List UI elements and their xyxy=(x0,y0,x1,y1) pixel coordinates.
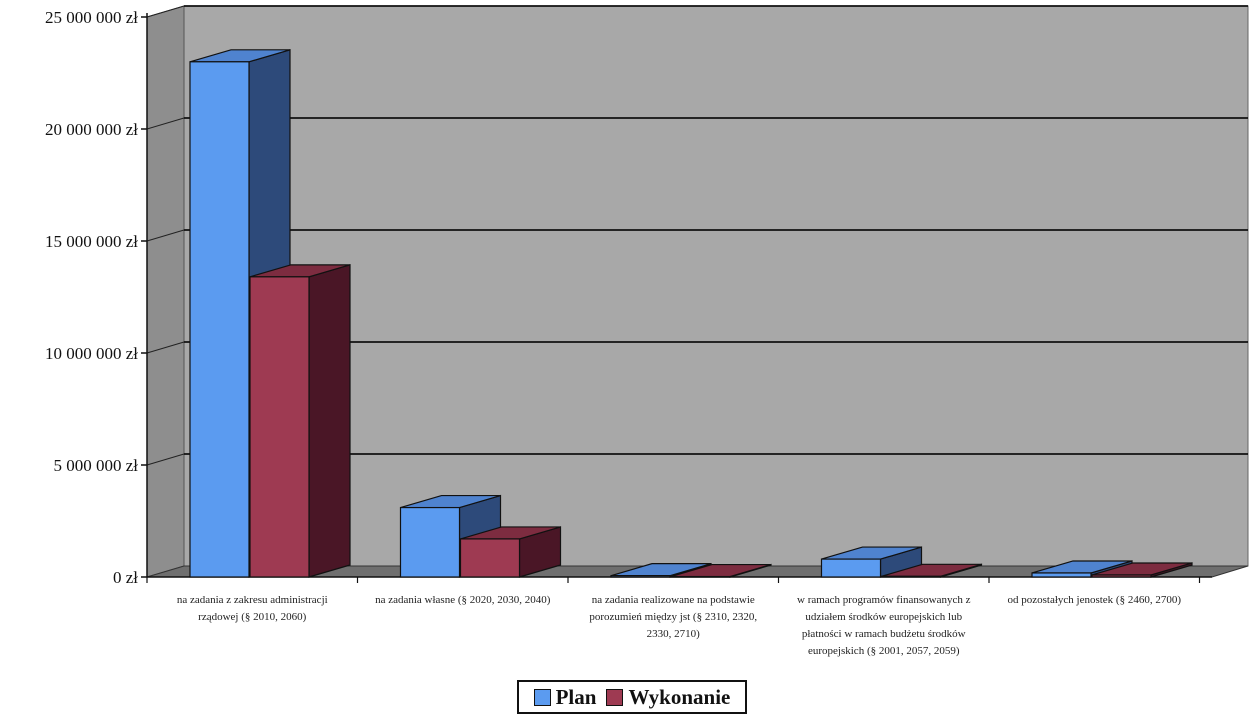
bar-front xyxy=(1031,572,1092,578)
bar-wykonanie-3 xyxy=(670,563,772,578)
gridline-side xyxy=(146,453,185,466)
gridline-side xyxy=(146,229,185,242)
gridline-side xyxy=(146,341,185,354)
legend-label-wykonanie: Wykonanie xyxy=(628,684,731,709)
x-category-label: od pozostałych jenostek (§ 2460, 2700) xyxy=(1007,594,1181,606)
bar-front xyxy=(1091,574,1152,578)
bar-front xyxy=(670,575,731,578)
x-category-label: na zadania własne (§ 2020, 2030, 2040) xyxy=(375,594,551,606)
gridline-side xyxy=(146,117,185,130)
bar-front xyxy=(459,538,521,578)
bar-front xyxy=(249,276,310,578)
bar-front xyxy=(399,506,461,578)
legend-label-plan: Plan xyxy=(555,684,597,709)
bar-plan-4 xyxy=(820,546,923,578)
x-category-label: udziałem środków europejskich lub xyxy=(805,611,962,623)
bar-front xyxy=(610,575,671,578)
y-tick-label: 0 zł xyxy=(113,568,138,587)
y-tick-label: 15 000 000 zł xyxy=(45,232,138,251)
bar-front xyxy=(880,575,942,578)
x-category-label: na zadania realizowane na podstawie xyxy=(592,594,755,606)
x-category-label: porozumień między jst (§ 2310, 2320, xyxy=(589,611,757,623)
legend-swatch-plan xyxy=(533,688,551,706)
bar-plan-2 xyxy=(399,494,502,578)
legend-item-plan: Plan xyxy=(533,684,597,710)
y-tick-label: 10 000 000 zł xyxy=(45,344,138,363)
bar-front xyxy=(820,558,882,578)
bar-chart-3d: 0 zł 5 000 000 zł 10 000 000 zł 15 000 000 … xyxy=(45,5,1249,657)
gridline-side xyxy=(146,5,185,18)
x-category-label: płatności w ramach budżetu środków xyxy=(802,628,966,640)
x-category-label: rządowej (§ 2010, 2060) xyxy=(198,611,306,623)
bar-wykonanie-2 xyxy=(459,526,562,578)
side-wall xyxy=(146,5,185,578)
legend-swatch-wykonanie xyxy=(606,688,624,706)
x-category-label: europejskich (§ 2001, 2057, 2059) xyxy=(808,645,960,657)
x-category-label: w ramach programów finansowanych z xyxy=(797,594,971,606)
x-category-label: na zadania z zakresu administracji xyxy=(177,594,328,606)
bar-wykonanie-1 xyxy=(249,264,351,578)
x-category-label: 2330, 2710) xyxy=(647,628,701,640)
y-tick-label: 5 000 000 zł xyxy=(53,456,138,475)
legend-item-wykonanie: Wykonanie xyxy=(606,685,730,710)
bar-side xyxy=(308,264,351,578)
y-tick-label: 20 000 000 zł xyxy=(45,120,138,139)
bar-wykonanie-5 xyxy=(1091,562,1193,578)
bar-wykonanie-4 xyxy=(880,563,983,578)
y-tick-label: 25 000 000 zł xyxy=(45,8,138,27)
bar-front xyxy=(189,61,250,578)
legend: Plan Wykonanie xyxy=(517,680,747,714)
